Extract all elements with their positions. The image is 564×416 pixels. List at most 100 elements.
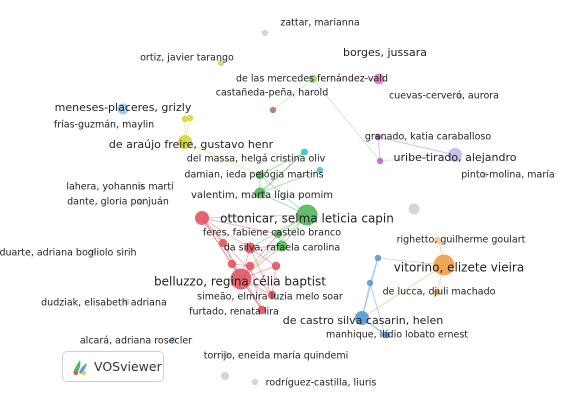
node-label-pinto[interactable]: pinto-molina, maría <box>461 170 555 181</box>
node-lahera[interactable] <box>137 183 145 191</box>
node-layer <box>89 29 489 386</box>
link-u1-feres <box>201 217 279 235</box>
node-label-duarte[interactable]: duarte, adriana bogliolo sirih <box>0 248 137 259</box>
node-u14[interactable] <box>186 114 194 122</box>
node-label-torrijo[interactable]: torrijo, eneida maría quindemi <box>204 351 348 362</box>
node-label-alcara[interactable]: alcará, adriana rosecler <box>80 336 192 347</box>
node-label-frias[interactable]: frías-guzmán, maylin <box>54 120 154 131</box>
node-rodriguez[interactable] <box>251 378 259 386</box>
link-valentim-delmassa <box>259 151 306 194</box>
node-label-castaneda[interactable]: castañeda-peña, harold <box>216 88 328 99</box>
link-granado-u13 <box>377 136 381 162</box>
node-dudziak[interactable] <box>123 298 131 306</box>
node-dearaujo[interactable] <box>178 135 192 149</box>
node-label-dearaujo[interactable]: de araújo freire, gustavo henr <box>109 138 274 151</box>
node-feres[interactable] <box>273 229 283 239</box>
node-granado[interactable] <box>374 133 382 141</box>
node-label-simeao[interactable]: simeão, elmira luzia melo soar <box>197 292 343 303</box>
vosviewer-logo-text: VOSviewer <box>94 359 162 374</box>
node-meneses[interactable] <box>117 103 129 115</box>
node-label-dante[interactable]: dante, gloria ponjuán <box>67 197 169 208</box>
node-dasilva[interactable] <box>276 240 288 252</box>
node-vitorino[interactable] <box>433 254 455 276</box>
link-u1-u3 <box>201 217 251 249</box>
node-simeao[interactable] <box>267 290 277 300</box>
node-dante[interactable] <box>137 198 145 206</box>
link-vitorino-decastro <box>361 264 445 319</box>
node-label-uribe[interactable]: uribe-tirado, alejandro <box>394 151 517 164</box>
node-label-zattar[interactable]: zattar, marianna <box>280 18 359 29</box>
node-label-valentim[interactable]: valentim, marta lígia pomim <box>191 189 333 201</box>
node-u7[interactable] <box>408 203 420 215</box>
node-ottonicar[interactable] <box>296 204 318 226</box>
node-label-granado[interactable]: granado, katia caraballoso <box>365 132 492 143</box>
node-u10[interactable] <box>374 254 382 262</box>
node-u11[interactable] <box>381 331 389 339</box>
node-u13[interactable] <box>376 157 384 165</box>
link-damian-delmassa <box>259 151 306 176</box>
node-label-damian[interactable]: damian, ieda pelógia martins <box>184 170 323 181</box>
node-label-furtado[interactable]: furtado, renata lira <box>189 307 279 318</box>
node-u6[interactable] <box>227 259 237 269</box>
node-label-delmassa[interactable]: del massa, helgá cristina oliv <box>187 154 326 165</box>
node-label-decastro[interactable]: de castro silva casarin, helen <box>283 314 444 327</box>
node-label-borges[interactable]: borges, jussara <box>343 46 427 59</box>
node-castaneda[interactable] <box>269 106 277 114</box>
link-granado-uribe <box>377 136 456 156</box>
node-decastro[interactable] <box>355 311 369 325</box>
link-u5-simeao <box>271 265 277 296</box>
node-label-vitorino[interactable]: vitorino, elizete vieira <box>394 261 524 275</box>
node-label-ottonicar[interactable]: ottonicar, selma leticia capin <box>220 212 394 226</box>
node-u8[interactable] <box>316 166 324 174</box>
node-u1[interactable] <box>195 211 209 225</box>
node-u5[interactable] <box>271 261 281 271</box>
node-label-meneses[interactable]: meneses-placeres, grizly <box>55 101 192 114</box>
label-layer: zattar, marianna borges, jussara ortiz, ja… <box>0 18 555 389</box>
node-ortiz[interactable] <box>217 59 225 67</box>
node-u9[interactable] <box>300 148 308 156</box>
node-u4[interactable] <box>245 261 255 271</box>
node-u12[interactable] <box>366 279 374 287</box>
link-dearaujo-damian <box>184 141 261 176</box>
node-u2[interactable] <box>218 238 228 248</box>
node-borges[interactable] <box>373 73 385 85</box>
link-valentim-u8 <box>259 169 321 194</box>
node-u3[interactable] <box>244 242 256 254</box>
node-torrijo[interactable] <box>222 351 230 359</box>
link-delasmercedes-u13 <box>312 78 381 162</box>
node-label-feres[interactable]: feres, fabiene castelo branco <box>203 228 341 239</box>
link-u10-u12 <box>369 257 379 284</box>
node-duarte[interactable] <box>89 248 97 256</box>
node-label-delasmercedes[interactable]: de las mercedes fernández-vald <box>236 74 388 85</box>
node-label-lahera[interactable]: lahera, yohannis martí <box>66 182 174 193</box>
node-cuevas[interactable] <box>456 92 464 100</box>
node-delasmercedes[interactable] <box>308 74 318 84</box>
node-alcara[interactable] <box>169 336 177 344</box>
node-delucca[interactable] <box>433 288 441 296</box>
node-label-cuevas[interactable]: cuevas-cerveró, aurora <box>389 91 499 102</box>
node-u0[interactable] <box>435 237 443 245</box>
node-label-dudziak[interactable]: dudziak, elisabeth adriana <box>41 298 167 309</box>
node-pinto[interactable] <box>481 171 489 179</box>
node-label-ortiz[interactable]: ortiz, javier tarango <box>140 53 234 64</box>
link-ottonicar-u1 <box>201 214 308 219</box>
link-u1-simeao <box>201 217 273 296</box>
node-label-belluzzo[interactable]: belluzzo, regina célia baptist <box>154 275 326 289</box>
node-label-rodriguez[interactable]: rodríguez-castilla, liuris <box>266 378 377 389</box>
node-label-manhique[interactable]: manhique, ilídio lobato ernest <box>326 330 468 341</box>
node-furtado[interactable] <box>257 305 267 315</box>
node-label-dasilva[interactable]: da silva, rafaela carolina <box>224 243 340 254</box>
link-delasmercedes-castaneda <box>272 78 314 111</box>
vosviewer-logo-badge[interactable]: VOSviewer <box>62 351 164 382</box>
node-u15[interactable] <box>220 371 230 381</box>
node-valentim[interactable] <box>254 187 266 199</box>
node-uribe[interactable] <box>448 148 462 162</box>
node-frias[interactable] <box>181 115 189 123</box>
node-belluzzo[interactable] <box>230 268 252 290</box>
node-label-delucca[interactable]: de lucca, djuli machado <box>383 287 496 298</box>
node-damian[interactable] <box>255 170 265 180</box>
node-zattar[interactable] <box>261 29 269 37</box>
node-label-righetto[interactable]: righetto, guilherme goulart <box>397 235 526 246</box>
